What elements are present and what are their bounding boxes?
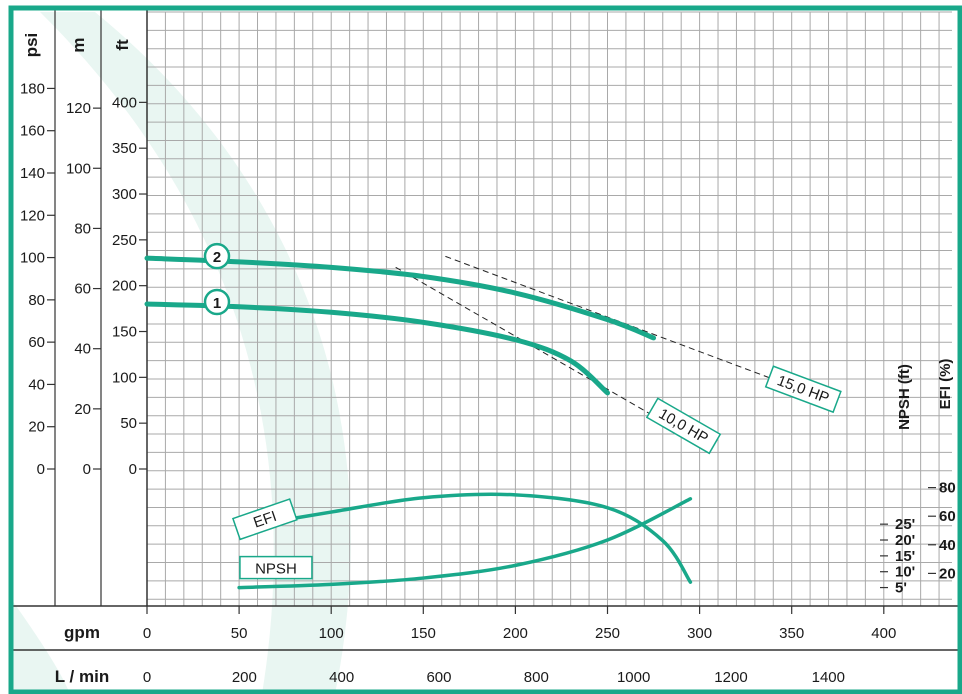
gpm-tick-label: 250 <box>595 625 620 642</box>
efi-curve-label: EFI <box>231 498 298 541</box>
m-tick-label: 120 <box>66 100 91 117</box>
ft-tick-label: 50 <box>120 415 137 432</box>
efi-label-text: EFI <box>251 508 279 532</box>
curve-marker-2 <box>203 242 231 270</box>
lmin-tick-label: 0 <box>143 669 151 686</box>
ft-tick-label: 400 <box>112 94 137 111</box>
ft-tick-label: 0 <box>129 461 137 478</box>
efi-tick-label: 60 <box>939 508 956 525</box>
lmin-tick-label: 400 <box>329 669 354 686</box>
ft-tick-label: 350 <box>112 140 137 157</box>
curve-2 <box>144 255 657 341</box>
gpm-tick-label: 350 <box>779 625 804 642</box>
lmin-tick-label: 1200 <box>714 669 747 686</box>
lmin-tick-label: 1400 <box>812 669 845 686</box>
m-tick-label: 80 <box>74 220 91 237</box>
lmin-tick-label: 1000 <box>617 669 650 686</box>
m-tick-label: 20 <box>74 401 91 418</box>
ft-tick-label: 100 <box>112 369 137 386</box>
m-tick-label: 60 <box>74 281 91 298</box>
npsh-label-frame <box>239 555 313 580</box>
psi-tick-label: 80 <box>28 292 45 309</box>
lmin-axis-label: L / min <box>55 667 109 686</box>
ft-tick-label: 150 <box>112 324 137 341</box>
chart-axes <box>13 10 958 651</box>
psi-tick-label: 20 <box>28 419 45 436</box>
psi-tick-label: 120 <box>20 207 45 224</box>
psi-axis-label: psi <box>22 33 41 58</box>
m-axis-label: m <box>69 37 88 52</box>
chart-frame <box>8 5 962 694</box>
gpm-tick-label: 50 <box>231 625 248 642</box>
hp-label-frame <box>764 365 842 414</box>
performance-curves: 2 1 EFI NPSH <box>144 242 693 590</box>
npsh-label-text: NPSH <box>255 561 297 578</box>
curve-marker-label: 1 <box>213 295 221 312</box>
gpm-tick-label: 200 <box>503 625 528 642</box>
power-lines: 15,0 HP 10,0 HP <box>395 255 842 455</box>
efi-tick-label: 80 <box>939 480 956 497</box>
gpm-tick-label: 400 <box>871 625 896 642</box>
npsh-tick-label: 15' <box>895 548 915 565</box>
lmin-tick-label: 800 <box>524 669 549 686</box>
lmin-tick-label: 200 <box>232 669 257 686</box>
npsh-axis-label: NPSH (ft) <box>896 364 913 430</box>
curve-marker-label: 2 <box>213 249 221 266</box>
hp-label-frame <box>645 397 722 455</box>
ft-axis-label: ft <box>113 39 132 51</box>
npsh-curve-label: NPSH <box>239 555 313 580</box>
m-tick-label: 40 <box>74 341 91 358</box>
psi-tick-label: 40 <box>28 376 45 393</box>
npsh-tick-label: 20' <box>895 532 915 549</box>
psi-tick-label: 60 <box>28 334 45 351</box>
ft-tick-label: 300 <box>112 186 137 203</box>
gpm-tick-label: 0 <box>143 625 151 642</box>
gpm-axis-label: gpm <box>64 623 100 642</box>
m-tick-label: 0 <box>83 461 91 478</box>
psi-tick-label: 140 <box>20 165 45 182</box>
psi-tick-label: 160 <box>20 123 45 140</box>
curve-efi <box>237 492 693 584</box>
npsh-tick-label: 10' <box>895 564 915 581</box>
efi-label-frame <box>231 498 298 541</box>
axis-labels: psi m ft0501001502002503003504000204060801… <box>20 33 956 686</box>
curve-1 <box>144 301 610 396</box>
watermark-swoosh <box>40 12 351 694</box>
gpm-tick-label: 100 <box>319 625 344 642</box>
psi-tick-label: 180 <box>20 80 45 97</box>
curve-marker-1 <box>203 288 231 316</box>
lmin-tick-label: 600 <box>426 669 451 686</box>
efi-axis-label: EFI (%) <box>937 359 954 410</box>
hp-label-box: 15,0 HP <box>764 365 842 414</box>
ft-tick-label: 250 <box>112 232 137 249</box>
hp-label-box: 10,0 HP <box>645 397 722 455</box>
efi-tick-label: 40 <box>939 537 956 554</box>
gpm-tick-label: 150 <box>411 625 436 642</box>
curve-npsh <box>237 497 693 590</box>
ft-tick-label: 200 <box>112 278 137 295</box>
efi-tick-label: 20 <box>939 565 956 582</box>
npsh-tick-label: 5' <box>895 580 907 597</box>
gpm-tick-label: 300 <box>687 625 712 642</box>
psi-tick-label: 0 <box>37 461 45 478</box>
watermark-swoosh-lower <box>12 600 70 694</box>
npsh-tick-label: 25' <box>895 516 915 533</box>
psi-tick-label: 100 <box>20 250 45 267</box>
m-tick-label: 100 <box>66 160 91 177</box>
